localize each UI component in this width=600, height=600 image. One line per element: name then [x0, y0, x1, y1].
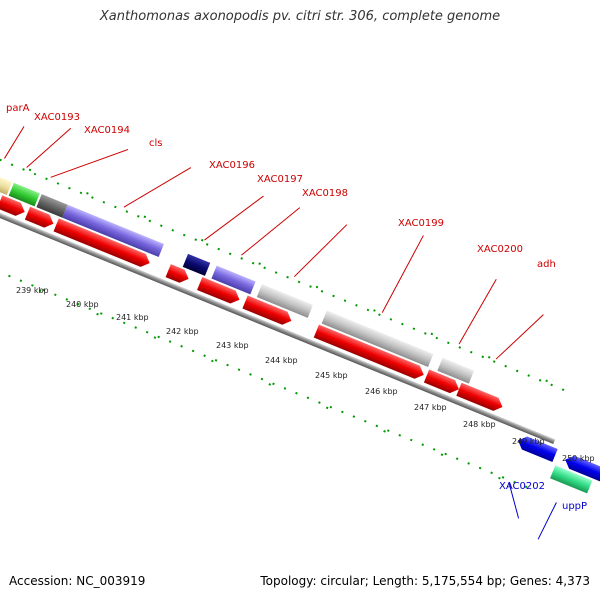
label-connectors: [4, 126, 557, 540]
tick-label: 239 kbp: [16, 286, 49, 295]
connector-XAC0202: [508, 483, 520, 519]
gene-label-XAC0193: XAC0193: [34, 112, 80, 123]
accession-text: Accession: NC_003919: [9, 574, 146, 588]
cds-arrow: [53, 218, 150, 267]
connector-uppP: [537, 502, 557, 540]
tick-label: 245 kbp: [315, 371, 348, 380]
tick-label: 240 kbp: [66, 300, 99, 309]
tick-label: 246 kbp: [365, 387, 398, 396]
forward-strand-upper: [0, 170, 475, 384]
feature-purple: [211, 265, 256, 295]
connector-XAC0196: [204, 195, 264, 241]
tick-label: 244 kbp: [265, 356, 298, 365]
gene-label-XAC0197: XAC0197: [257, 174, 303, 185]
feature-grey-dark: [36, 194, 68, 218]
map-title: Xanthomonas axonopodis pv. citri str. 30…: [99, 9, 501, 24]
tick-label: 241 kbp: [116, 313, 149, 322]
gene-label-parA: parA: [6, 103, 30, 114]
topology-text: Topology: circular; Length: 5,175,554 bp…: [260, 574, 590, 588]
gene-label-XAC0194: XAC0194: [84, 125, 130, 136]
cds-arrow: [0, 195, 25, 216]
cds-arrow-reverse: [565, 455, 600, 483]
gene-label-XAC0198: XAC0198: [302, 188, 348, 199]
feature-navy: [182, 253, 211, 276]
feature-green: [8, 182, 40, 207]
cds-arrow: [197, 276, 240, 304]
cds-arrow: [24, 206, 54, 228]
feature-teal: [550, 465, 593, 494]
connector-XAC0193: [26, 127, 72, 168]
tick-label: 242 kbp: [166, 327, 199, 336]
forward-strand-cds: [0, 195, 503, 411]
tick-label: 249 kbp: [512, 437, 545, 446]
outer-tick-ring: [0, 156, 575, 395]
cds-arrow: [165, 264, 189, 283]
reverse-strand: [518, 436, 600, 494]
cds-arrow: [423, 369, 459, 394]
cds-arrow: [456, 382, 503, 411]
gene-label-cls: cls: [149, 138, 163, 149]
feature-yellow: [0, 170, 13, 196]
gene-label-uppP: uppP: [562, 501, 587, 512]
connector-XAC0197: [241, 207, 301, 256]
feature-purple-cls: [62, 204, 164, 257]
tick-label: 243 kbp: [216, 341, 249, 350]
gene-label-XAC0202: XAC0202: [499, 481, 545, 492]
tick-label: 248 kbp: [463, 420, 496, 429]
gene-label-XAC0196: XAC0196: [209, 160, 255, 171]
gene-label-XAC0200: XAC0200: [477, 244, 523, 255]
connector-parA: [4, 126, 25, 159]
connector-XAC0200: [458, 278, 497, 345]
genome-backbone: [0, 167, 556, 444]
connector-XAC0199: [381, 235, 424, 313]
cds-arrow: [242, 295, 292, 325]
feature-grey-short: [437, 357, 475, 384]
feature-grey: [256, 284, 314, 318]
cds-arrow-reverse: [518, 436, 558, 462]
gene-label-XAC0199: XAC0199: [398, 218, 444, 229]
gene-label-adh: adh: [537, 259, 556, 270]
connector-cls: [123, 167, 192, 208]
tick-label: 250 kbp: [562, 454, 595, 463]
tick-label: 247 kbp: [414, 403, 447, 412]
connector-XAC0194: [50, 148, 129, 178]
connector-adh: [495, 314, 544, 360]
cds-arrow: [313, 324, 424, 379]
connector-XAC0198: [293, 224, 348, 278]
feature-grey-long: [321, 310, 434, 367]
